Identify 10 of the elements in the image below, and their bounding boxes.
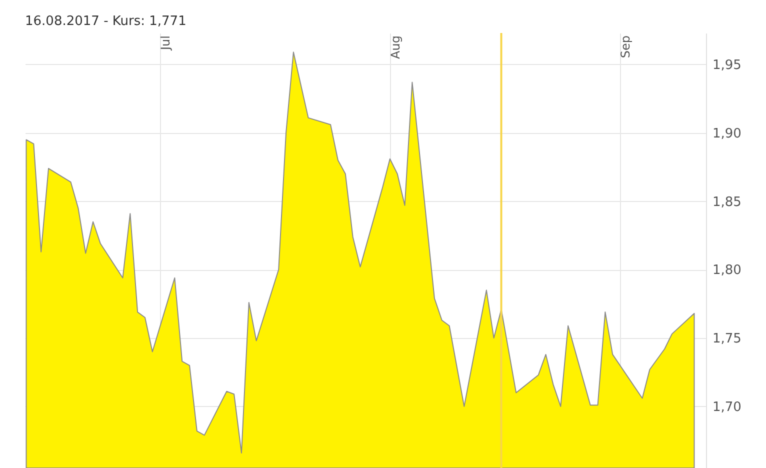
y-tick-label: 1,95: [712, 58, 742, 73]
x-tick-label: Sep: [618, 36, 633, 58]
y-tick-label: 1,85: [712, 194, 742, 210]
y-tick-label: 1,80: [712, 263, 742, 278]
y-tick-label: 1,90: [712, 126, 742, 142]
y-tick-label: 1,70: [712, 400, 742, 415]
x-tick-label: Jul: [158, 36, 172, 51]
x-tick-label: Aug: [388, 36, 402, 59]
y-tick-label: 1,75: [712, 332, 742, 347]
chart-title: 16.08.2017 - Kurs: 1,771: [25, 14, 186, 29]
